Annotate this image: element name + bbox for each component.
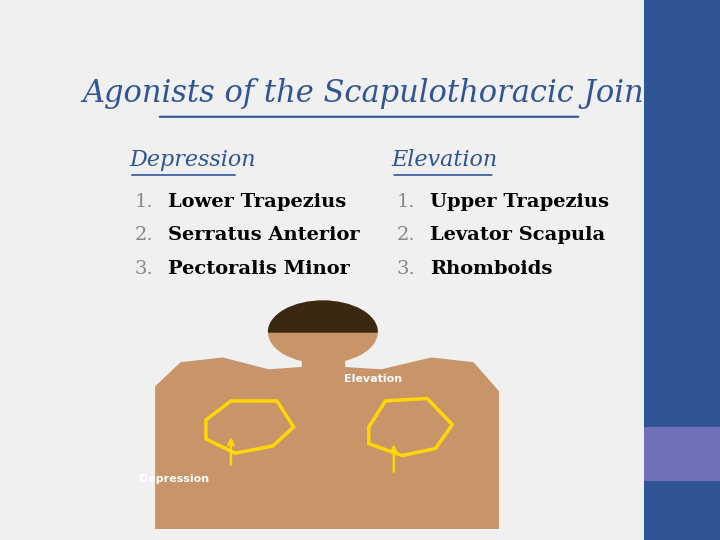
- Text: Levator Scapula: Levator Scapula: [431, 226, 606, 244]
- Text: Depression: Depression: [139, 474, 210, 484]
- Text: Agonists of the Scapulothoracic Joint: Agonists of the Scapulothoracic Joint: [82, 78, 656, 110]
- Text: Depression: Depression: [129, 150, 256, 171]
- Text: 1.: 1.: [135, 193, 153, 211]
- Bar: [302, 327, 343, 368]
- Polygon shape: [156, 358, 498, 529]
- Text: 2.: 2.: [397, 226, 415, 244]
- Circle shape: [269, 301, 377, 363]
- Text: Pectoralis Minor: Pectoralis Minor: [168, 260, 350, 278]
- Text: 2.: 2.: [135, 226, 153, 244]
- Text: 1.: 1.: [397, 193, 415, 211]
- Text: 3.: 3.: [397, 260, 415, 278]
- Text: Serratus Anterior: Serratus Anterior: [168, 226, 360, 244]
- Wedge shape: [269, 301, 377, 332]
- Text: Elevation: Elevation: [343, 374, 402, 384]
- Text: Rhomboids: Rhomboids: [431, 260, 553, 278]
- Text: 3.: 3.: [135, 260, 153, 278]
- Text: Lower Trapezius: Lower Trapezius: [168, 193, 346, 211]
- Text: Upper Trapezius: Upper Trapezius: [431, 193, 609, 211]
- Text: Elevation: Elevation: [392, 150, 498, 171]
